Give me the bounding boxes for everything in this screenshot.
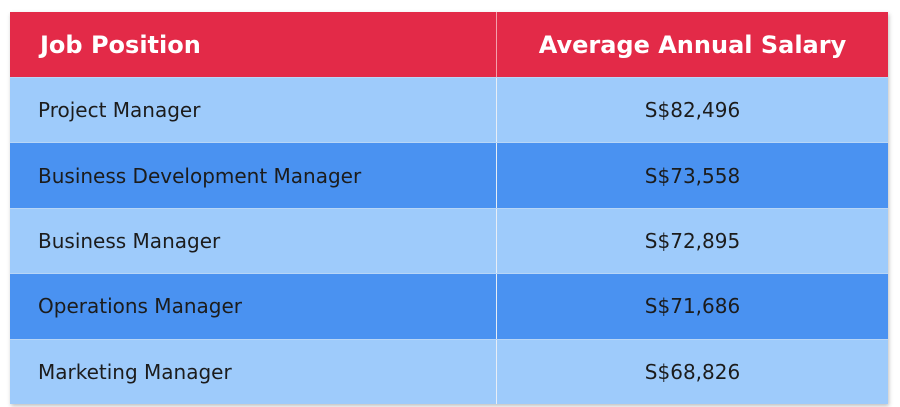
position-cell: Project Manager — [10, 78, 497, 143]
salary-cell: S$72,895 — [644, 228, 741, 253]
table-row: Operations Manager S$71,686 — [10, 273, 888, 339]
position-cell: Marketing Manager — [10, 339, 497, 404]
header-row: Job Position Average Annual Salary — [10, 12, 888, 77]
table-row: Project Manager S$82,496 — [10, 77, 888, 143]
salary-cell: S$68,826 — [644, 359, 741, 384]
header-cell: Average Annual Salary — [538, 30, 847, 59]
table-row: Business Manager S$72,895 — [10, 207, 888, 274]
header-cell: Job Position — [10, 12, 497, 77]
table-row: Marketing Manager S$68,826 — [10, 338, 888, 404]
salary-cell: S$73,558 — [644, 163, 741, 188]
table-body: Project Manager S$82,496 Business Developm… — [10, 77, 888, 404]
salary-cell: S$71,686 — [644, 294, 741, 319]
position-cell: Business Manager — [10, 208, 497, 274]
salary-table: Job Position Average Annual Salary Proje… — [10, 12, 888, 404]
salary-cell: S$82,496 — [644, 98, 741, 123]
table-row: Business Development Manager S$73,558 — [10, 142, 888, 208]
position-cell: Operations Manager — [10, 274, 497, 339]
position-cell: Business Development Manager — [10, 143, 497, 208]
